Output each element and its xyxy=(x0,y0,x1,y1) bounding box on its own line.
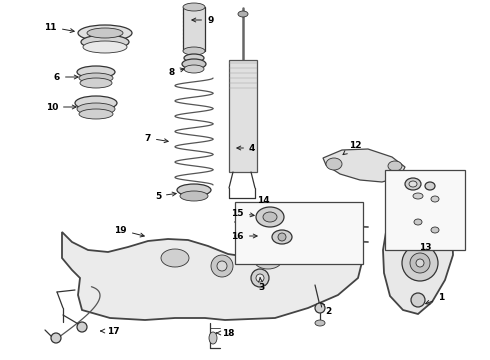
Text: 11: 11 xyxy=(45,23,74,32)
Polygon shape xyxy=(383,207,453,314)
Ellipse shape xyxy=(184,54,204,62)
Circle shape xyxy=(416,259,424,267)
Text: 7: 7 xyxy=(145,134,168,143)
Ellipse shape xyxy=(77,103,115,115)
Text: 8: 8 xyxy=(169,68,184,77)
Ellipse shape xyxy=(209,332,217,344)
Bar xyxy=(385,170,465,250)
Ellipse shape xyxy=(414,219,422,225)
Ellipse shape xyxy=(254,251,282,269)
Text: 2: 2 xyxy=(320,302,331,316)
Text: 15: 15 xyxy=(231,208,254,217)
Ellipse shape xyxy=(425,182,435,190)
Ellipse shape xyxy=(315,320,325,326)
Text: 6: 6 xyxy=(54,72,78,81)
Circle shape xyxy=(256,274,264,282)
Text: 5: 5 xyxy=(155,192,176,201)
Text: 16: 16 xyxy=(231,231,257,240)
Text: 12: 12 xyxy=(343,140,362,154)
Ellipse shape xyxy=(183,47,205,55)
Ellipse shape xyxy=(184,65,204,73)
Circle shape xyxy=(278,233,286,241)
Ellipse shape xyxy=(405,178,421,190)
Text: 10: 10 xyxy=(46,103,76,112)
Ellipse shape xyxy=(409,181,417,187)
Ellipse shape xyxy=(79,109,113,119)
Ellipse shape xyxy=(256,207,284,227)
Text: 1: 1 xyxy=(426,293,444,304)
Ellipse shape xyxy=(413,193,423,199)
Ellipse shape xyxy=(180,191,208,201)
Ellipse shape xyxy=(431,227,439,233)
Circle shape xyxy=(251,269,269,287)
Ellipse shape xyxy=(388,161,402,171)
Ellipse shape xyxy=(161,249,189,267)
Text: 18: 18 xyxy=(217,328,235,338)
Ellipse shape xyxy=(81,35,129,49)
Ellipse shape xyxy=(183,3,205,11)
Ellipse shape xyxy=(87,28,123,38)
Bar xyxy=(229,60,257,172)
Circle shape xyxy=(402,245,438,281)
Circle shape xyxy=(211,255,233,277)
Text: 19: 19 xyxy=(114,225,144,237)
Text: 3: 3 xyxy=(258,278,264,292)
Ellipse shape xyxy=(79,73,113,83)
Text: 13: 13 xyxy=(419,243,431,252)
Ellipse shape xyxy=(431,196,439,202)
Bar xyxy=(235,202,363,264)
Ellipse shape xyxy=(182,59,206,69)
Ellipse shape xyxy=(77,66,115,78)
Ellipse shape xyxy=(80,78,112,88)
Polygon shape xyxy=(62,232,363,320)
Ellipse shape xyxy=(272,230,292,244)
Ellipse shape xyxy=(75,96,117,110)
Text: 9: 9 xyxy=(192,15,213,24)
Ellipse shape xyxy=(177,184,211,196)
Ellipse shape xyxy=(326,158,342,170)
Circle shape xyxy=(411,293,425,307)
Ellipse shape xyxy=(78,25,132,41)
Circle shape xyxy=(315,303,325,313)
Polygon shape xyxy=(323,149,405,182)
Text: 17: 17 xyxy=(101,327,120,336)
Text: 4: 4 xyxy=(237,144,255,153)
Text: 14: 14 xyxy=(257,195,270,204)
Circle shape xyxy=(51,333,61,343)
Ellipse shape xyxy=(238,11,248,17)
Circle shape xyxy=(217,261,227,271)
Bar xyxy=(183,7,205,51)
Ellipse shape xyxy=(263,212,277,222)
Ellipse shape xyxy=(83,41,127,53)
Circle shape xyxy=(77,322,87,332)
Circle shape xyxy=(410,253,430,273)
